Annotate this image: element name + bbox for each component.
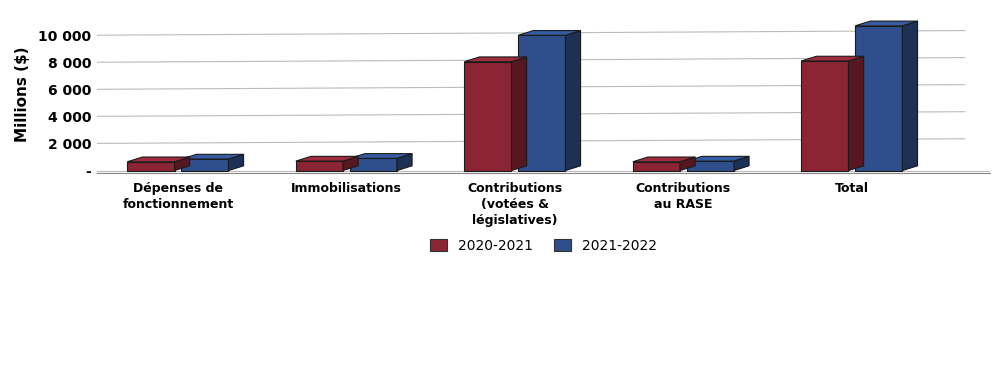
Polygon shape <box>680 157 695 170</box>
Polygon shape <box>350 154 412 159</box>
Polygon shape <box>295 156 358 161</box>
Polygon shape <box>181 154 243 159</box>
Polygon shape <box>801 61 848 170</box>
Polygon shape <box>686 156 749 161</box>
Polygon shape <box>512 57 527 170</box>
Y-axis label: Millions ($): Millions ($) <box>15 46 30 142</box>
Polygon shape <box>464 57 527 62</box>
Polygon shape <box>686 161 734 170</box>
Polygon shape <box>633 157 695 162</box>
Polygon shape <box>175 157 190 170</box>
Polygon shape <box>734 156 749 170</box>
Polygon shape <box>848 56 863 170</box>
Polygon shape <box>855 21 918 26</box>
Polygon shape <box>566 31 581 170</box>
Polygon shape <box>519 35 566 170</box>
Polygon shape <box>855 26 902 170</box>
Polygon shape <box>343 156 358 170</box>
Polygon shape <box>801 56 863 61</box>
Polygon shape <box>350 159 397 170</box>
Polygon shape <box>633 162 680 170</box>
Legend: 2020-2021, 2021-2022: 2020-2021, 2021-2022 <box>425 233 662 258</box>
Polygon shape <box>128 157 190 162</box>
Polygon shape <box>128 162 175 170</box>
Polygon shape <box>228 154 243 170</box>
Polygon shape <box>464 62 512 170</box>
Polygon shape <box>181 159 228 170</box>
Polygon shape <box>902 21 918 170</box>
Polygon shape <box>295 161 343 170</box>
Polygon shape <box>397 154 412 170</box>
Polygon shape <box>519 31 581 35</box>
